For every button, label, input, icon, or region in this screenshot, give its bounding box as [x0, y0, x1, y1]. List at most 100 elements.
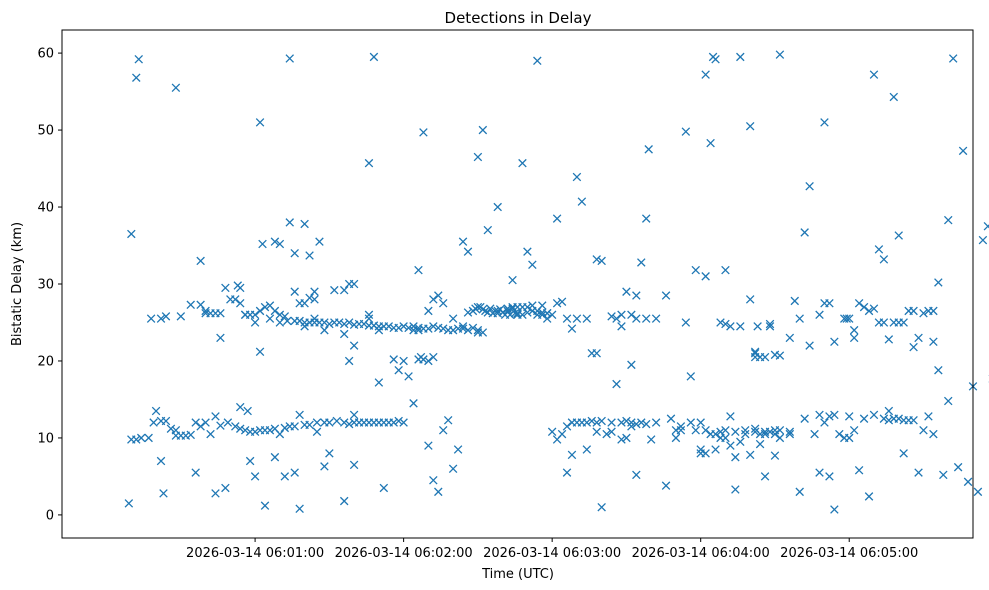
- data-point: [290, 468, 299, 477]
- data-point: [399, 356, 408, 366]
- data-point: [453, 445, 463, 454]
- data-point: [513, 302, 522, 312]
- data-point: [632, 314, 641, 323]
- data-point: [963, 477, 973, 487]
- data-point: [849, 325, 859, 335]
- data-point: [805, 341, 814, 350]
- data-point: [429, 476, 438, 485]
- data-point: [478, 328, 488, 337]
- data-point: [701, 70, 710, 79]
- data-point: [473, 325, 483, 335]
- data-point: [983, 222, 989, 231]
- data-point: [186, 430, 195, 440]
- data-point: [255, 347, 265, 356]
- data-point: [332, 416, 342, 426]
- data-point: [651, 314, 661, 323]
- x-axis-label: Time (UTC): [481, 567, 554, 582]
- data-point: [552, 214, 562, 223]
- data-point: [310, 287, 319, 296]
- data-point: [914, 333, 923, 343]
- data-point: [325, 319, 334, 329]
- data-point: [161, 312, 171, 321]
- data-point: [899, 318, 908, 327]
- data-point: [344, 419, 354, 429]
- data-point: [265, 301, 275, 310]
- data-point: [592, 427, 601, 437]
- data-point: [339, 418, 349, 427]
- data-point: [132, 73, 141, 82]
- data-point: [235, 424, 245, 433]
- data-point: [478, 125, 488, 135]
- data-point: [622, 287, 631, 296]
- data-point: [231, 295, 240, 304]
- data-point: [552, 298, 562, 308]
- data-point: [582, 418, 592, 427]
- data-point: [879, 318, 889, 327]
- data-point: [617, 310, 626, 320]
- data-point: [419, 128, 428, 137]
- data-point: [233, 281, 243, 290]
- y-axis: 0 10 20 30 40 50 60: [37, 47, 62, 523]
- data-point: [394, 365, 403, 375]
- data-point: [320, 325, 329, 335]
- data-point: [344, 356, 354, 366]
- data-point: [280, 423, 290, 433]
- data-point: [339, 329, 349, 339]
- data-point: [617, 418, 626, 427]
- data-point: [320, 462, 329, 471]
- data-point: [909, 415, 918, 425]
- data-point: [889, 92, 899, 102]
- data-point: [389, 355, 398, 364]
- data-point: [379, 483, 389, 493]
- data-point: [691, 425, 700, 435]
- data-point: [280, 472, 290, 481]
- data-point: [612, 314, 621, 323]
- data-point: [231, 422, 240, 431]
- data-point: [290, 248, 299, 258]
- x-tick-label: 2026-03-14 06:03:00: [483, 546, 621, 561]
- data-point: [864, 492, 874, 501]
- data-point: [144, 433, 153, 443]
- data-point: [364, 314, 374, 323]
- data-point: [894, 231, 903, 240]
- data-point: [775, 50, 785, 59]
- data-point: [785, 429, 795, 439]
- data-point: [676, 425, 686, 435]
- data-point: [929, 429, 938, 439]
- data-point: [557, 297, 567, 306]
- data-point: [869, 304, 879, 313]
- data-point: [721, 433, 730, 443]
- data-point: [508, 275, 517, 285]
- data-point: [696, 449, 705, 458]
- data-point: [493, 306, 502, 316]
- data-point: [711, 429, 720, 439]
- data-point: [448, 325, 458, 335]
- data-point: [399, 322, 408, 331]
- data-point: [394, 323, 403, 333]
- data-point: [295, 410, 304, 420]
- data-point: [481, 306, 490, 316]
- data-point: [646, 435, 656, 444]
- data-point: [825, 298, 834, 308]
- data-point: [745, 295, 755, 304]
- data-point: [592, 255, 601, 264]
- data-point: [612, 379, 621, 389]
- data-point: [389, 418, 398, 427]
- data-point: [310, 295, 319, 304]
- data-point: [607, 427, 616, 437]
- data-point: [283, 316, 292, 326]
- data-point: [285, 54, 295, 63]
- data-point: [458, 322, 468, 331]
- data-point: [572, 314, 582, 323]
- data-point: [325, 418, 334, 427]
- data-point: [849, 425, 859, 435]
- data-point: [414, 265, 423, 275]
- data-point: [632, 470, 641, 480]
- data-point: [280, 312, 290, 321]
- data-point: [364, 158, 374, 168]
- data-point: [315, 237, 324, 246]
- data-point: [924, 412, 933, 421]
- data-point: [216, 308, 225, 318]
- data-point: [523, 247, 532, 256]
